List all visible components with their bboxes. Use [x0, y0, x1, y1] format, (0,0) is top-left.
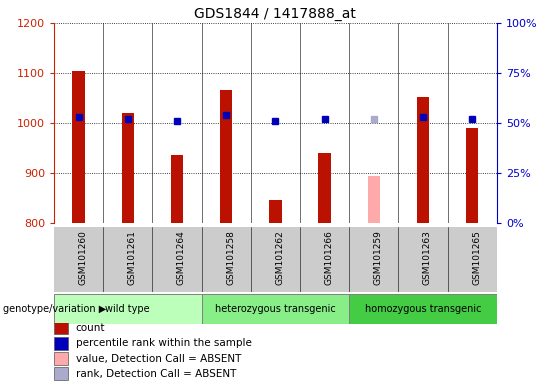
Text: heterozygous transgenic: heterozygous transgenic [215, 304, 336, 314]
Text: GSM101259: GSM101259 [374, 230, 383, 285]
Text: value, Detection Call = ABSENT: value, Detection Call = ABSENT [76, 354, 241, 364]
Text: GSM101260: GSM101260 [79, 230, 87, 285]
Title: GDS1844 / 1417888_at: GDS1844 / 1417888_at [194, 7, 356, 21]
Text: count: count [76, 323, 105, 333]
Bar [417, 97, 429, 223]
Bar [466, 128, 478, 223]
Bar [201, 294, 349, 324]
Bar [220, 91, 232, 223]
Text: GSM101265: GSM101265 [472, 230, 481, 285]
Bar [122, 113, 134, 223]
Bar [269, 200, 281, 223]
Bar [349, 294, 497, 324]
Text: GSM101264: GSM101264 [177, 230, 186, 285]
Bar [171, 156, 183, 223]
Text: GSM101258: GSM101258 [226, 230, 235, 285]
Bar [54, 294, 201, 324]
Bar [54, 367, 68, 380]
Text: GSM101262: GSM101262 [275, 230, 285, 285]
Bar [368, 176, 380, 223]
Text: GSM101263: GSM101263 [423, 230, 432, 285]
Bar [54, 352, 68, 365]
Bar [54, 322, 68, 334]
Text: GSM101266: GSM101266 [325, 230, 334, 285]
Text: rank, Detection Call = ABSENT: rank, Detection Call = ABSENT [76, 369, 236, 379]
Text: genotype/variation ▶: genotype/variation ▶ [3, 304, 106, 314]
Text: homozygous transgenic: homozygous transgenic [364, 304, 481, 314]
Text: wild type: wild type [105, 304, 150, 314]
Bar [72, 71, 85, 223]
Text: percentile rank within the sample: percentile rank within the sample [76, 338, 252, 348]
Text: GSM101261: GSM101261 [128, 230, 137, 285]
Bar [319, 153, 330, 223]
Bar [54, 337, 68, 349]
